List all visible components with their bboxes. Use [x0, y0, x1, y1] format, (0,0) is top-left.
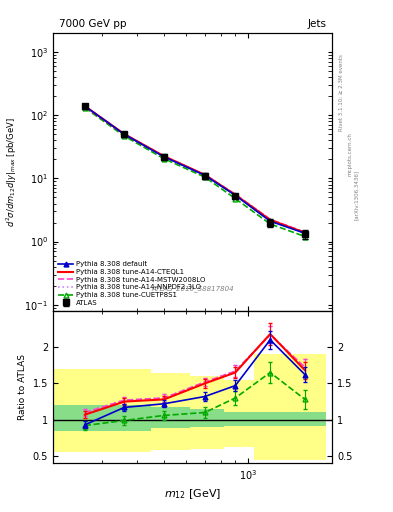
Pythia 8.308 tune-CUETP8S1	[233, 196, 238, 202]
Pythia 8.308 default	[162, 154, 167, 160]
Line: Pythia 8.308 default: Pythia 8.308 default	[83, 104, 307, 236]
Pythia 8.308 tune-CUETP8S1	[202, 174, 207, 180]
Pythia 8.308 default	[122, 131, 127, 137]
Pythia 8.308 tune-A14-CTEQL1	[162, 153, 167, 159]
Text: Rivet 3.1.10; ≥ 2.3M events: Rivet 3.1.10; ≥ 2.3M events	[339, 54, 344, 131]
Pythia 8.308 tune-A14-MSTW2008LO	[83, 103, 87, 109]
Pythia 8.308 tune-A14-NNPDF2.3LO	[268, 216, 272, 222]
Pythia 8.308 tune-CUETP8S1	[83, 104, 87, 111]
Pythia 8.308 tune-CUETP8S1	[303, 233, 307, 240]
Y-axis label: $d^2\sigma/dm_{12}d|y|_{max}$ [pb/GeV]: $d^2\sigma/dm_{12}d|y|_{max}$ [pb/GeV]	[4, 117, 19, 227]
Y-axis label: Ratio to ATLAS: Ratio to ATLAS	[18, 354, 27, 420]
Pythia 8.308 tune-A14-NNPDF2.3LO	[122, 131, 127, 137]
Pythia 8.308 tune-A14-MSTW2008LO	[122, 131, 127, 137]
Pythia 8.308 tune-A14-CTEQL1	[202, 172, 207, 178]
Pythia 8.308 tune-A14-CTEQL1	[303, 230, 307, 236]
Pythia 8.308 tune-A14-CTEQL1	[122, 131, 127, 137]
Text: 7000 GeV pp: 7000 GeV pp	[59, 19, 126, 29]
Pythia 8.308 tune-A14-CTEQL1	[233, 192, 238, 198]
Pythia 8.308 tune-A14-CTEQL1	[83, 103, 87, 109]
Line: Pythia 8.308 tune-CUETP8S1: Pythia 8.308 tune-CUETP8S1	[83, 105, 307, 239]
Pythia 8.308 default	[202, 172, 207, 178]
Line: Pythia 8.308 tune-A14-NNPDF2.3LO: Pythia 8.308 tune-A14-NNPDF2.3LO	[85, 106, 305, 232]
Pythia 8.308 tune-CUETP8S1	[162, 156, 167, 162]
Pythia 8.308 tune-A14-NNPDF2.3LO	[303, 229, 307, 236]
Pythia 8.308 tune-A14-MSTW2008LO	[303, 229, 307, 236]
Pythia 8.308 default	[233, 193, 238, 199]
Pythia 8.308 tune-A14-NNPDF2.3LO	[233, 191, 238, 198]
Pythia 8.308 tune-A14-MSTW2008LO	[202, 172, 207, 178]
Line: Pythia 8.308 tune-A14-MSTW2008LO: Pythia 8.308 tune-A14-MSTW2008LO	[85, 106, 305, 232]
Pythia 8.308 tune-CUETP8S1	[268, 221, 272, 227]
X-axis label: $m_{12}$ [GeV]: $m_{12}$ [GeV]	[164, 487, 221, 501]
Pythia 8.308 tune-A14-MSTW2008LO	[268, 216, 272, 222]
Pythia 8.308 tune-A14-MSTW2008LO	[233, 191, 238, 198]
Pythia 8.308 default	[268, 218, 272, 224]
Text: mcplots.cern.ch: mcplots.cern.ch	[347, 132, 352, 176]
Pythia 8.308 default	[83, 103, 87, 109]
Line: Pythia 8.308 tune-A14-CTEQL1: Pythia 8.308 tune-A14-CTEQL1	[85, 106, 305, 233]
Legend: Pythia 8.308 default, Pythia 8.308 tune-A14-CTEQL1, Pythia 8.308 tune-A14-MSTW20: Pythia 8.308 default, Pythia 8.308 tune-…	[57, 260, 207, 307]
Text: Jets: Jets	[307, 19, 327, 29]
Pythia 8.308 tune-A14-NNPDF2.3LO	[162, 153, 167, 159]
Text: ATLAS_2010_S8817804: ATLAS_2010_S8817804	[151, 285, 234, 292]
Text: [arXiv:1306.3436]: [arXiv:1306.3436]	[354, 169, 359, 220]
Pythia 8.308 tune-A14-MSTW2008LO	[162, 153, 167, 159]
Pythia 8.308 tune-A14-CTEQL1	[268, 217, 272, 223]
Pythia 8.308 tune-A14-NNPDF2.3LO	[202, 172, 207, 178]
Pythia 8.308 tune-A14-NNPDF2.3LO	[83, 103, 87, 109]
Pythia 8.308 default	[303, 230, 307, 237]
Pythia 8.308 tune-CUETP8S1	[122, 133, 127, 139]
